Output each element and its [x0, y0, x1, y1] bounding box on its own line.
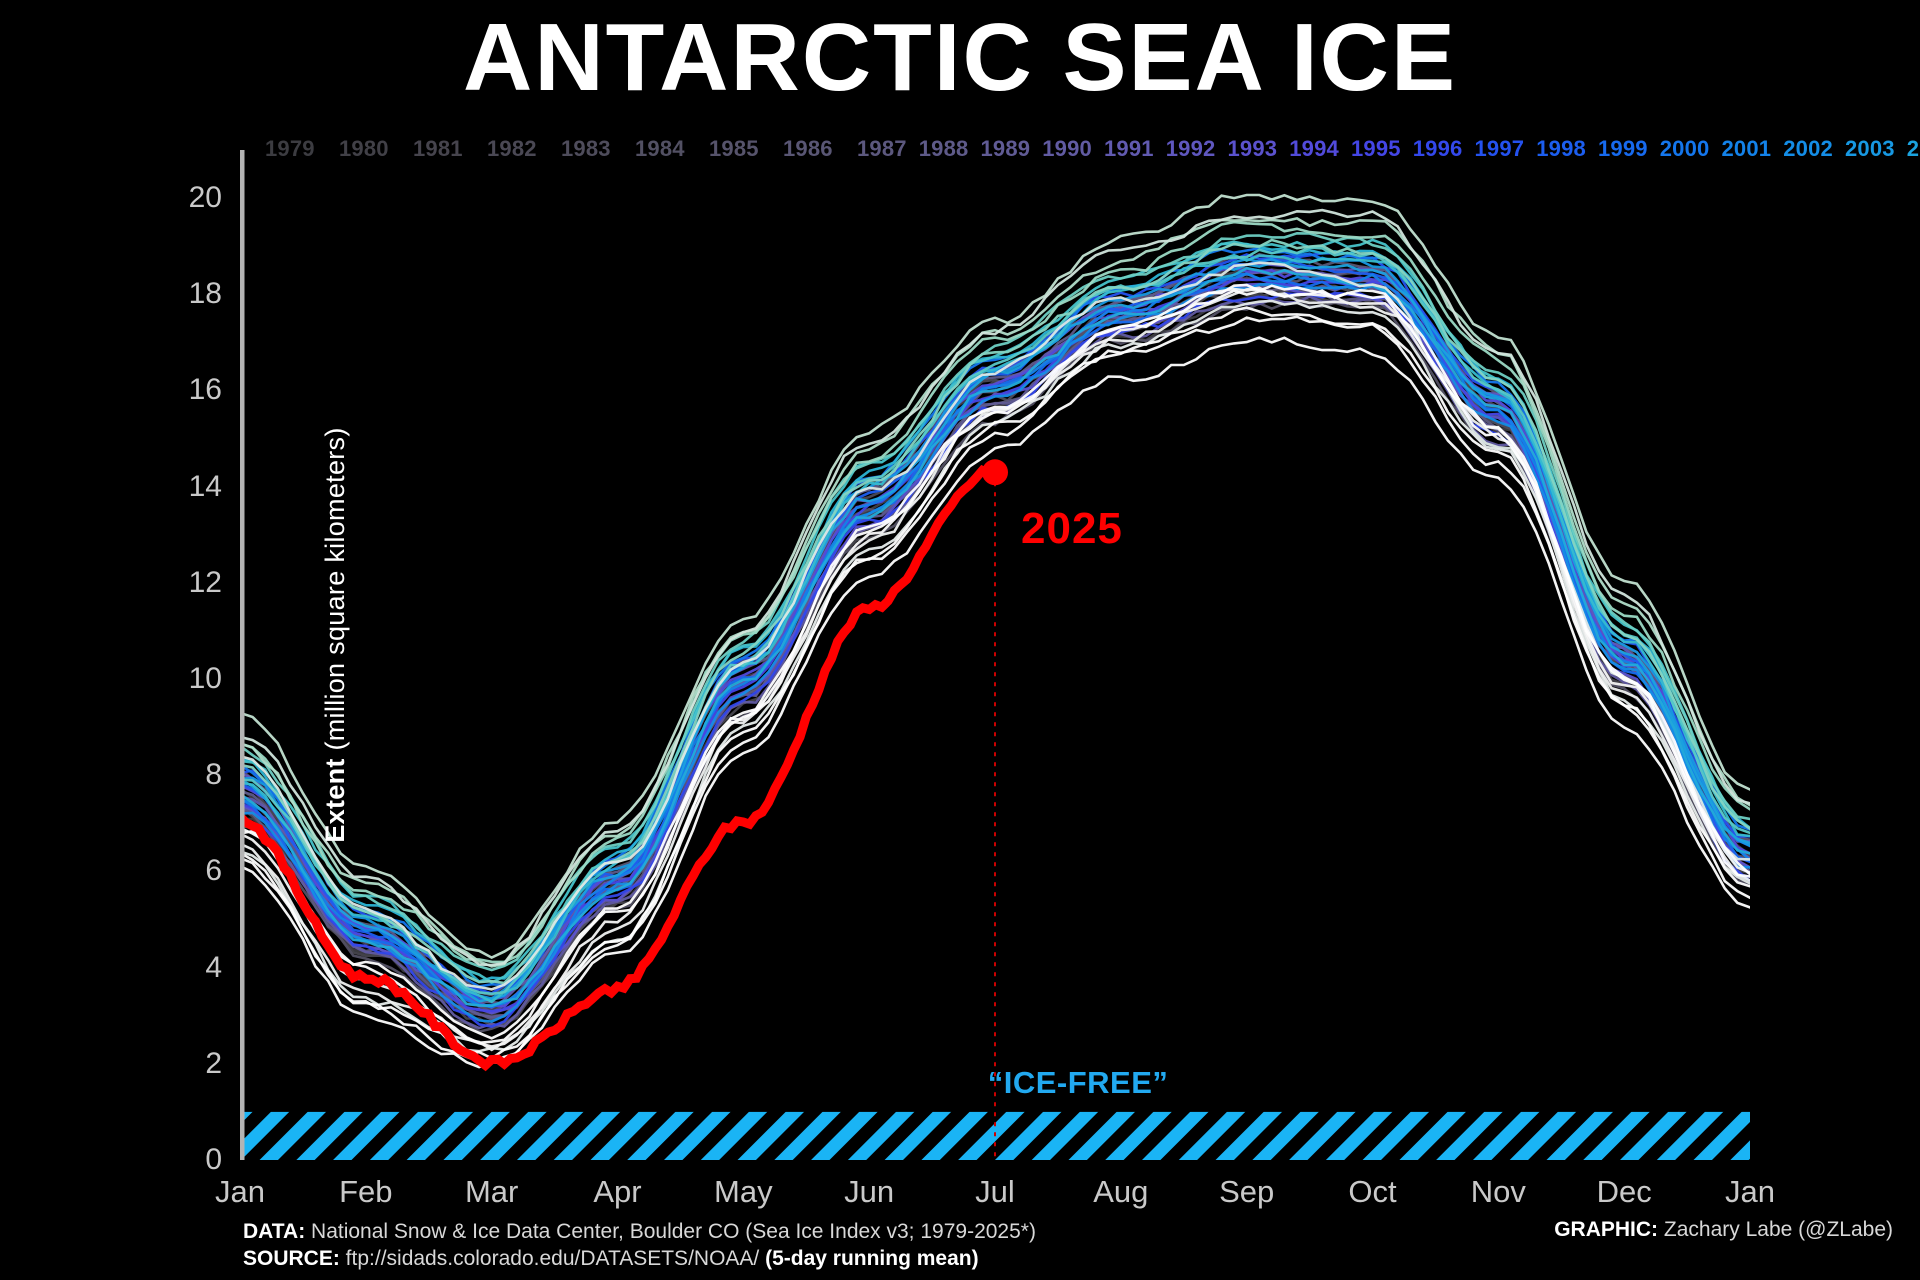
legend-year-2001[interactable]: 2001 [1721, 136, 1772, 161]
chart-plot-area: Extent (million square kilometers) 0 2 4 6 8… [189, 136, 1920, 1209]
page-title: ANTARCTIC SEA ICE [463, 4, 1457, 111]
legend-year-1991[interactable]: 1991 [1104, 136, 1154, 161]
y-axis-label: Extent (million square kilometers) [320, 427, 351, 842]
legend-year-1992[interactable]: 1992 [1165, 136, 1216, 161]
x-tick-label: Feb [339, 1174, 393, 1209]
x-tick-label: Jan [1725, 1174, 1775, 1209]
y-tick-label: 2 [205, 1046, 222, 1080]
graphic-credit-text: Zachary Labe (@ZLabe) [1658, 1218, 1893, 1241]
legend-year-1990[interactable]: 1990 [1042, 136, 1092, 161]
series-line [240, 282, 1750, 1015]
series-line [240, 231, 1750, 972]
series-line [240, 283, 1750, 1040]
series-line [240, 246, 1750, 996]
legend-year-1979[interactable]: 1979 [265, 136, 315, 161]
x-tick-label: Nov [1470, 1174, 1526, 1209]
series-line [240, 283, 1750, 1023]
series-line [240, 289, 1750, 1045]
x-tick-label: Apr [593, 1174, 642, 1209]
source-credit-text: ftp://sidads.colorado.edu/DATASETS/NOAA/ [339, 1247, 766, 1271]
legend-year-1997[interactable]: 1997 [1474, 136, 1525, 161]
y-tick-label: 18 [188, 277, 222, 311]
series-line [240, 220, 1750, 964]
highlight-endpoint-marker [982, 459, 1008, 486]
sea-ice-line-chart [240, 150, 1750, 1160]
series-line [240, 261, 1750, 991]
y-tick-label: 14 [188, 469, 222, 503]
legend-year-1986[interactable]: 1986 [783, 136, 833, 161]
graphic-credit-label: GRAPHIC: [1554, 1218, 1659, 1241]
data-credit-label: DATA: [243, 1220, 306, 1243]
x-tick-label: Jun [844, 1174, 895, 1209]
y-tick-label: 20 [188, 181, 222, 215]
y-tick-label: 12 [188, 565, 222, 599]
y-tick-label: 0 [205, 1143, 222, 1176]
series-line [240, 208, 1750, 967]
highlight-series-line [240, 464, 1000, 1072]
legend-year-2004[interactable]: 2004 [1906, 136, 1920, 161]
y-tick-label: 10 [188, 662, 222, 696]
legend-year-1993[interactable]: 1993 [1227, 136, 1278, 161]
y-axis-label-units: (million square kilometers) [320, 427, 351, 759]
y-tick-label: 4 [205, 950, 222, 984]
x-tick-label: Mar [464, 1174, 519, 1209]
data-credit-text: National Snow & Ice Data Center, Boulder… [305, 1220, 1036, 1243]
x-tick-label: May [714, 1174, 773, 1209]
source-credit-row: SOURCE: ftp://sidads.colorado.edu/DATASE… [243, 1245, 1036, 1272]
series-line [240, 193, 1750, 960]
legend-year-1998[interactable]: 1998 [1536, 136, 1586, 161]
legend-year-1980[interactable]: 1980 [339, 136, 389, 161]
x-tick-label: Sep [1219, 1174, 1275, 1209]
series-line [240, 266, 1750, 1008]
legend-year-1985[interactable]: 1985 [709, 136, 759, 161]
ice-free-label: “ICE-FREE” [987, 1065, 1169, 1101]
x-tick-label: Oct [1348, 1174, 1397, 1209]
y-tick-label: 16 [188, 373, 222, 407]
source-credit-label: SOURCE: [243, 1247, 340, 1271]
legend-year-1994[interactable]: 1994 [1289, 136, 1339, 161]
legend-year-1987[interactable]: 1987 [857, 136, 907, 161]
y-tick-label: 8 [205, 758, 222, 792]
x-tick-label: Jul [975, 1174, 1015, 1209]
legend-year-1981[interactable]: 1981 [413, 136, 463, 161]
legend-year-1995[interactable]: 1995 [1351, 136, 1401, 161]
highlight-year-annotation: 2025 [1021, 504, 1123, 554]
data-credit-row: DATA: National Snow & Ice Data Center, B… [243, 1218, 1036, 1245]
series-line [240, 246, 1750, 988]
year-legend[interactable]: 1979 1980 1981 1982 1983 1984 1985 1986 1987 1988… [265, 132, 1920, 165]
legend-year-1999[interactable]: 1999 [1598, 136, 1648, 161]
legend-year-1988[interactable]: 1988 [918, 136, 969, 161]
legend-year-1983[interactable]: 1983 [561, 136, 611, 161]
legend-year-2003[interactable]: 2003 [1845, 136, 1895, 161]
graphic-credit: GRAPHIC: Zachary Labe (@ZLabe) [1554, 1218, 1893, 1242]
x-tick-label: Aug [1093, 1174, 1149, 1209]
legend-year-2002[interactable]: 2002 [1783, 136, 1833, 161]
y-axis-label-bold: Extent [320, 758, 351, 843]
legend-year-1989[interactable]: 1989 [980, 136, 1031, 161]
source-credit-tail: (5-day running mean) [765, 1247, 979, 1271]
legend-year-1996[interactable]: 1996 [1412, 136, 1463, 161]
series-line [240, 253, 1750, 1004]
legend-year-2000[interactable]: 2000 [1659, 136, 1710, 161]
series-line [240, 238, 1750, 985]
legend-year-1982[interactable]: 1982 [487, 136, 537, 161]
legend-year-1984[interactable]: 1984 [635, 136, 685, 161]
x-tick-label: Jan [215, 1174, 265, 1209]
y-tick-label: 6 [205, 854, 222, 888]
credits-block: DATA: National Snow & Ice Data Center, B… [243, 1218, 1036, 1273]
x-tick-label: Dec [1596, 1174, 1652, 1209]
